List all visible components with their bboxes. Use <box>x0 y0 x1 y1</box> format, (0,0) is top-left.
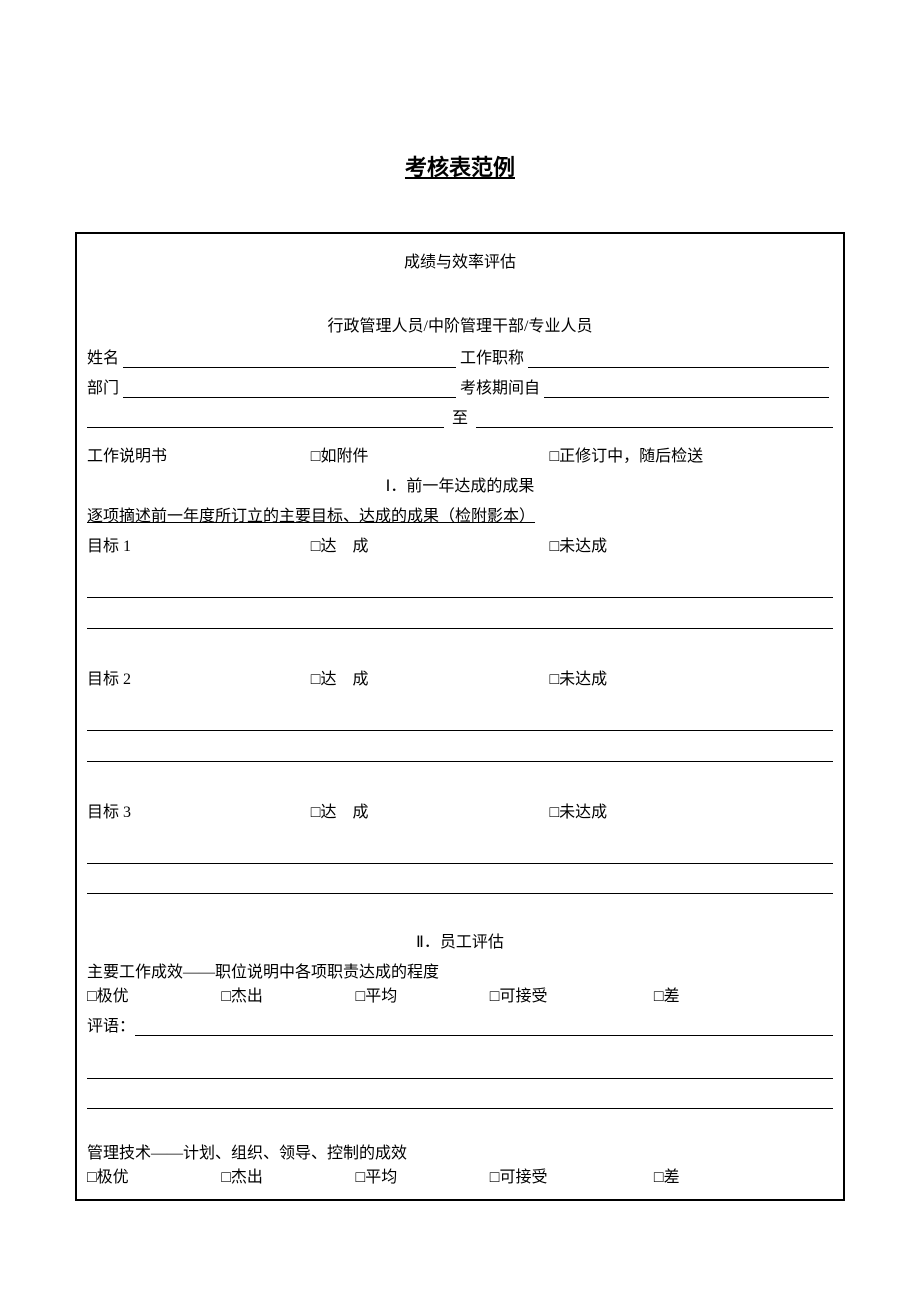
document-title: 考核表范例 <box>75 150 845 182</box>
mgmt-rating-average[interactable]: □平均 <box>356 1163 490 1187</box>
goal2-label: 目标 2 <box>87 665 311 689</box>
period-to-label: 至 <box>444 404 476 428</box>
period-to-left-line[interactable] <box>87 409 444 428</box>
row-period-to: 至 <box>87 404 833 428</box>
name-input-line[interactable] <box>123 349 456 368</box>
goal2-not-achieved[interactable]: □未达成 <box>550 665 833 689</box>
mgmt-rating-acceptable[interactable]: □可接受 <box>490 1163 654 1187</box>
row-name-jobtitle: 姓名 工作职称 <box>87 344 833 368</box>
goal3-not-achieved[interactable]: □未达成 <box>550 798 833 822</box>
rating-acceptable[interactable]: □可接受 <box>490 982 654 1006</box>
comment-row: 评语： <box>87 1012 833 1036</box>
goal3-achieved[interactable]: □达 成 <box>311 798 550 822</box>
mgmt-skill-label: 管理技术——计划、组织、领导、控制的成效 <box>87 1139 833 1163</box>
goal2-row: 目标 2 □达 成 □未达成 <box>87 665 833 689</box>
dept-input-line[interactable] <box>123 379 456 398</box>
goal1-line1[interactable] <box>87 576 833 598</box>
rating-outstanding[interactable]: □杰出 <box>221 982 355 1006</box>
checkbox-revising[interactable]: □正修订中，随后检送 <box>550 442 833 466</box>
mgmt-rating-excellent[interactable]: □极优 <box>87 1163 221 1187</box>
job-title-input-line[interactable] <box>528 349 829 368</box>
mgmt-rating-poor[interactable]: □差 <box>654 1163 833 1187</box>
comment-line2[interactable] <box>87 1056 833 1078</box>
dept-label: 部门 <box>87 374 119 398</box>
period-to-right-line[interactable] <box>476 409 833 428</box>
evaluation-title: 成绩与效率评估 <box>87 248 833 272</box>
main-work-label: 主要工作成效——职位说明中各项职责达成的程度 <box>87 958 833 982</box>
goal2-line2[interactable] <box>87 739 833 761</box>
goal1-line2[interactable] <box>87 606 833 628</box>
rating-excellent[interactable]: □极优 <box>87 982 221 1006</box>
goal3-label: 目标 3 <box>87 798 311 822</box>
main-work-ratings: □极优 □杰出 □平均 □可接受 □差 <box>87 982 833 1006</box>
goal1-not-achieved[interactable]: □未达成 <box>550 532 833 556</box>
section2-heading: Ⅱ．员工评估 <box>87 928 833 952</box>
goal2-achieved[interactable]: □达 成 <box>311 665 550 689</box>
goal1-label: 目标 1 <box>87 532 311 556</box>
goal1-achieved[interactable]: □达 成 <box>311 532 550 556</box>
section1-instruction: 逐项摘述前一年度所订立的主要目标、达成的成果（检附影本） <box>87 502 833 526</box>
comment-label: 评语： <box>87 1012 135 1036</box>
rating-average[interactable]: □平均 <box>356 982 490 1006</box>
job-desc-label: 工作说明书 <box>87 442 311 466</box>
checkbox-attached[interactable]: □如附件 <box>311 442 550 466</box>
goal3-row: 目标 3 □达 成 □未达成 <box>87 798 833 822</box>
comment-line3[interactable] <box>87 1087 833 1109</box>
mgmt-skill-ratings: □极优 □杰出 □平均 □可接受 □差 <box>87 1163 833 1187</box>
job-desc-row: 工作说明书 □如附件 □正修订中，随后检送 <box>87 442 833 466</box>
form-container: 成绩与效率评估 行政管理人员/中阶管理干部/专业人员 姓名 工作职称 部门 考核… <box>75 232 845 1201</box>
period-from-label: 考核期间自 <box>460 374 540 398</box>
period-from-input-line[interactable] <box>544 379 829 398</box>
name-label: 姓名 <box>87 344 119 368</box>
goal2-line1[interactable] <box>87 709 833 731</box>
personnel-scope: 行政管理人员/中阶管理干部/专业人员 <box>87 312 833 336</box>
mgmt-rating-outstanding[interactable]: □杰出 <box>221 1163 355 1187</box>
rating-poor[interactable]: □差 <box>654 982 833 1006</box>
comment-line1[interactable] <box>135 1016 833 1037</box>
goal1-row: 目标 1 □达 成 □未达成 <box>87 532 833 556</box>
section1-heading: Ⅰ．前一年达成的成果 <box>87 472 833 496</box>
goal3-line1[interactable] <box>87 842 833 864</box>
row-dept-period: 部门 考核期间自 <box>87 374 833 398</box>
goal3-line2[interactable] <box>87 872 833 894</box>
job-title-label: 工作职称 <box>460 344 524 368</box>
